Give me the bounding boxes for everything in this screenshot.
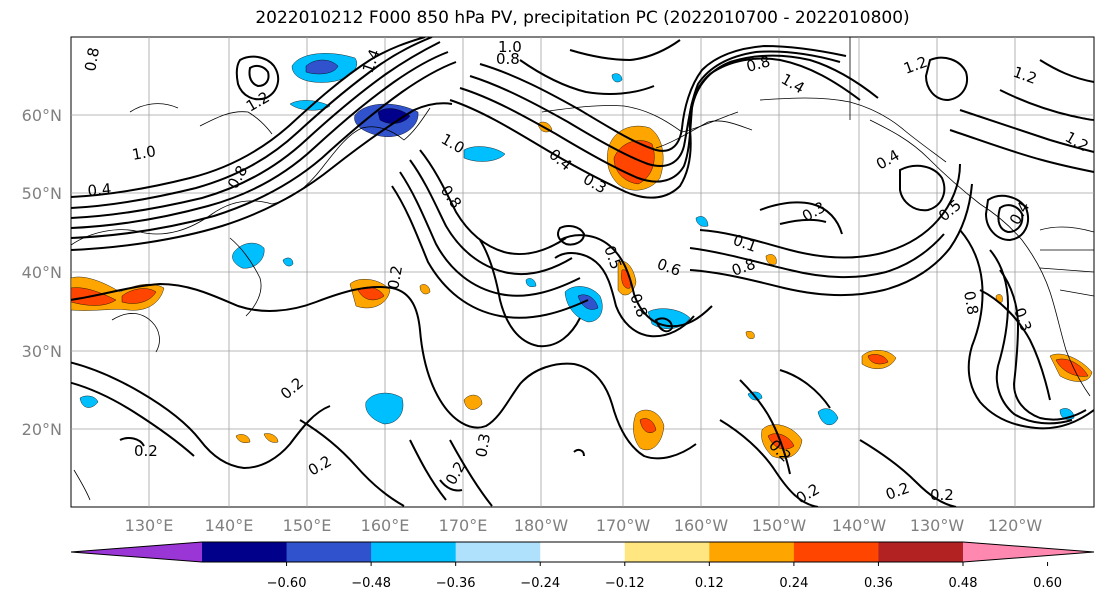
colorbar-swatch (371, 542, 457, 562)
contour-label: 0.8 (81, 46, 103, 73)
colorbar-tick-label: −0.36 (436, 576, 476, 591)
contour-label: 0.2 (134, 442, 158, 460)
precip-positive-patch (463, 394, 483, 410)
lon-label: 140°W (832, 516, 887, 535)
colorbar-extension-low (71, 542, 202, 562)
precip-positive-patch (419, 284, 431, 295)
colorbar-tick-label: −0.24 (520, 576, 560, 591)
precip-negative-patch (282, 257, 294, 267)
lon-label: 160°W (674, 516, 729, 535)
contour-label: 0.2 (930, 486, 954, 504)
lon-label: 130°E (125, 516, 174, 535)
precip-negative-patch (463, 146, 506, 162)
contour-label: 0.2 (384, 264, 406, 291)
precip-positive-patch (639, 418, 657, 433)
colorbar-tick-label: −0.48 (351, 576, 391, 591)
precip-positive-patch (765, 254, 777, 265)
precip-negative-patch (232, 242, 265, 269)
colorbar-swatch (202, 542, 288, 562)
colorbar-swatch (878, 542, 964, 562)
lat-label: 40°N (22, 263, 62, 282)
contour-label: 0.8 (960, 290, 982, 317)
precip-negative-patch (289, 100, 331, 111)
chart-title: 2022010212 F000 850 hPa PV, precipitatio… (255, 8, 910, 28)
colorbar-tick-label: −0.60 (267, 576, 307, 591)
precip-negative-patch (817, 408, 839, 425)
precip-positive-patch (121, 288, 157, 304)
precip-negative-patch (377, 108, 411, 124)
contour-label: 0.8 (744, 52, 772, 76)
colorbar-swatch (540, 542, 626, 562)
precip-negative-patch (79, 395, 99, 408)
colorbar-swatch (793, 542, 879, 562)
colorbar-tick-label: 0.36 (864, 576, 893, 591)
colorbar-swatch (455, 542, 541, 562)
contour-label: 0.8 (496, 50, 520, 68)
precip-positive-patch (235, 434, 251, 443)
lon-label: 170°W (596, 516, 651, 535)
precip-negative-patch (365, 392, 404, 425)
colorbar-tick-label: 0.60 (1033, 576, 1062, 591)
precip-negative-patch (695, 216, 709, 227)
lat-label: 60°N (22, 106, 62, 125)
lon-label: 150°E (283, 516, 332, 535)
lon-label: 120°W (988, 516, 1043, 535)
contour-label: 0.4 (87, 180, 112, 200)
colorbar-swatch (709, 542, 795, 562)
contour-label: 0.3 (472, 432, 494, 459)
colorbar-extension-high (963, 542, 1094, 562)
contour-label: 1.0 (131, 142, 158, 164)
pv-contours (71, 37, 1094, 507)
precip-positive-patch (745, 331, 755, 339)
colorbar-tick-label: 0.24 (779, 576, 808, 591)
lat-label: 30°N (22, 342, 62, 361)
colorbar: −0.60 −0.48 −0.36 −0.24 −0.12 0.12 0.24 0.36 0.4… (70, 541, 1095, 591)
contour-label: 1.0 (498, 38, 522, 56)
colorbar-swatch (624, 542, 710, 562)
colorbar-outline (70, 541, 1095, 563)
precip-positive-patch (867, 354, 889, 365)
lon-label: 160°E (361, 516, 410, 535)
colorbar-swatch (286, 542, 372, 562)
precip-negative-patch (305, 59, 339, 75)
colorbar-tick-label: −0.12 (605, 576, 645, 591)
longitude-labels: 130°E 140°E 150°E 160°E 170°E 180°W 170°… (125, 516, 1043, 535)
lon-label: 150°W (752, 516, 807, 535)
precip-negative-patch (611, 73, 623, 83)
precip-positive-patch (263, 433, 279, 443)
latitude-labels: 60°N 50°N 40°N 30°N 20°N (22, 106, 62, 439)
precip-negative-patch (577, 294, 599, 310)
precip-shading (71, 53, 1093, 459)
precip-positive-patch (1055, 358, 1089, 377)
precip-negative-patch (525, 278, 537, 287)
lon-label: 140°E (205, 516, 254, 535)
colorbar-tick-label: 0.48 (949, 576, 978, 591)
precip-positive-patch (613, 140, 655, 185)
lat-label: 20°N (22, 420, 62, 439)
lon-label: 130°W (910, 516, 965, 535)
lon-label: 170°E (439, 516, 488, 535)
colorbar-tick-label: 0.12 (695, 576, 724, 591)
lat-label: 50°N (22, 184, 62, 203)
lon-label: 180°W (514, 516, 569, 535)
